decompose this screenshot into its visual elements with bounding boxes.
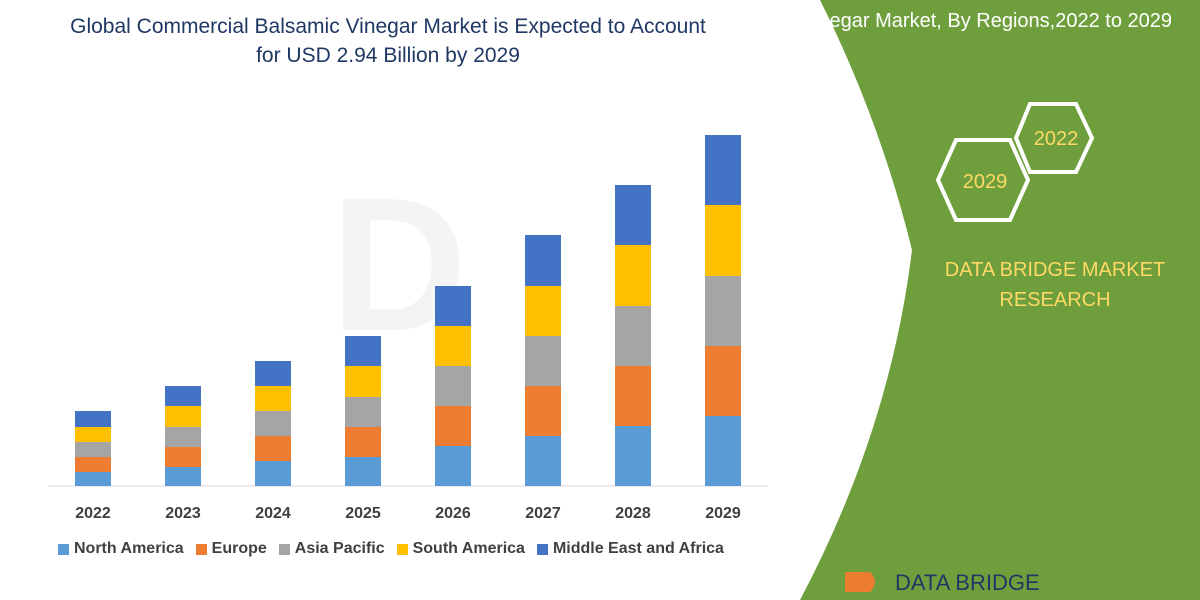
legend-item: Asia Pacific	[278, 540, 385, 558]
bar-segment	[705, 205, 741, 276]
bar-segment	[345, 336, 381, 366]
legend-swatch	[536, 543, 548, 555]
x-tick-label: 2025	[345, 505, 381, 522]
legend-item: Middle East and Africa	[536, 540, 724, 558]
bar-segment	[345, 397, 381, 427]
bar-segment	[75, 427, 111, 442]
x-tick-label: 2026	[435, 505, 471, 522]
bar-segment	[705, 346, 741, 416]
x-tick-label: 2029	[705, 505, 741, 522]
panel-title: Vinegar Market, By Regions,2022 to 2029	[801, 10, 1172, 32]
hexagon	[1013, 102, 1095, 174]
bar-segment	[525, 235, 561, 286]
bar-segment	[255, 461, 291, 486]
bar-segment	[705, 276, 741, 346]
bar-segment	[615, 366, 651, 426]
chart-title: Global Commercial Balsamic Vinegar Marke…	[70, 15, 706, 67]
x-tick-label: 2022	[75, 505, 111, 522]
bar-segment	[255, 361, 291, 386]
bar-segment	[255, 411, 291, 436]
bar-segment	[165, 467, 201, 486]
bar-segment	[435, 326, 471, 366]
bar-segment	[435, 406, 471, 446]
bar-segment	[165, 406, 201, 427]
x-tick-label: 2024	[255, 505, 291, 522]
legend-swatch	[58, 543, 69, 555]
x-tick-label: 2028	[615, 505, 651, 522]
legend-swatch	[195, 543, 207, 555]
hex-label: 2022	[1034, 128, 1079, 150]
bar-segment	[255, 386, 291, 411]
bar-segment	[75, 472, 111, 486]
brand: DATA BRIDGE MARKET RESEARCH	[944, 259, 1166, 311]
legend: North America Europe Asia Pacific South Ame…	[58, 540, 724, 558]
bar-segment	[525, 386, 561, 436]
hex-label: 2029	[963, 171, 1008, 193]
bar-segment	[165, 427, 201, 447]
legend-label: Middle East and Africa	[552, 540, 724, 557]
legend-item: North America	[58, 540, 184, 558]
legend-label: Europe	[211, 540, 267, 557]
bar-segment	[165, 447, 201, 467]
legend-swatch	[278, 543, 290, 555]
x-tick-label: 2027	[525, 505, 561, 522]
bar-segment	[165, 386, 201, 406]
bar-segment	[435, 366, 471, 406]
bar-segment	[345, 457, 381, 486]
bar-segment	[75, 457, 111, 472]
bar-segment	[705, 416, 741, 486]
legend-item: Europe	[195, 540, 267, 558]
bar-segment	[705, 135, 741, 205]
legend-label: North America	[74, 540, 184, 557]
bar-segment	[615, 306, 651, 366]
bar-segment	[615, 245, 651, 306]
bar-segment	[345, 427, 381, 457]
x-tick-label: 2023	[165, 505, 201, 522]
bar-segment	[525, 436, 561, 486]
bar-segment	[525, 336, 561, 386]
side-panel	[800, 0, 1200, 600]
bar-segment	[75, 442, 111, 457]
legend-swatch	[396, 543, 408, 555]
bar-segment	[435, 286, 471, 326]
legend-item: South America	[396, 540, 525, 558]
bar-segment	[615, 426, 651, 486]
bar-segment	[255, 436, 291, 461]
logo-text: DATA BRIDGE	[895, 570, 1040, 595]
bar-segment	[615, 185, 651, 245]
bar-segment	[345, 366, 381, 397]
hexagon	[935, 138, 1031, 222]
logo-icon	[845, 572, 875, 592]
legend-label: Asia Pacific	[294, 540, 385, 557]
bar-segment	[435, 446, 471, 486]
legend-label: South America	[412, 540, 525, 557]
bar-segment	[525, 286, 561, 336]
bar-segment	[75, 411, 111, 427]
